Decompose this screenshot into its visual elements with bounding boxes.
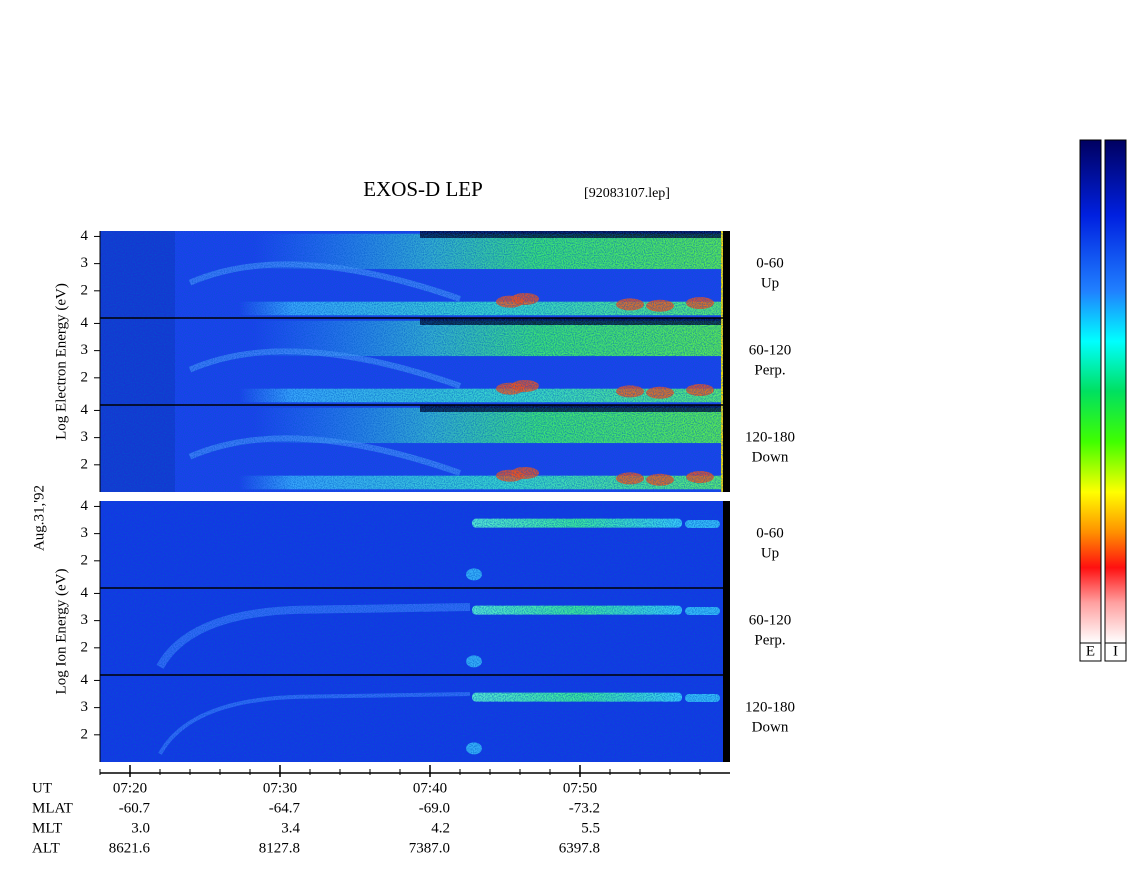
color-bar-label: I	[1113, 643, 1118, 659]
x-tick-label: 07:40	[413, 780, 447, 796]
y-tick-label: 3	[81, 255, 89, 271]
x-tick-label: 07:20	[113, 780, 147, 796]
y-axis-label: Log Electron Energy (eV)	[53, 283, 69, 440]
orbit-value: 3.0	[131, 820, 150, 836]
orbit-row-label: MLAT	[32, 800, 73, 816]
panel-range: 60-120	[749, 612, 792, 628]
y-tick-label: 4	[81, 498, 89, 514]
x-tick-label: 07:50	[563, 780, 597, 796]
y-tick-label: 3	[81, 699, 89, 715]
noise	[100, 675, 730, 762]
color-bar-label-box	[1104, 642, 1127, 662]
orbit-value: 6397.8	[559, 840, 600, 856]
orbit-value: 4.2	[431, 820, 450, 836]
orbit-value: 5.5	[581, 820, 600, 836]
y-tick-label: 2	[81, 282, 89, 298]
y-tick-label: 3	[81, 612, 89, 628]
y-tick-label: 2	[81, 639, 89, 655]
spectrogram-panel	[100, 501, 730, 588]
orbit-row-label: UT	[32, 780, 52, 796]
y-tick-label: 3	[81, 429, 89, 445]
orbit-value: 7387.0	[409, 840, 450, 856]
panel-range: 0-60	[756, 255, 784, 271]
noise	[100, 231, 730, 318]
y-tick-label: 4	[81, 585, 89, 601]
spectrogram-panel	[100, 317, 730, 405]
panel-direction: Up	[761, 545, 779, 561]
color-bar-label: E	[1086, 643, 1095, 659]
noise	[100, 501, 730, 588]
noise	[100, 588, 730, 675]
noise	[100, 318, 730, 405]
y-tick-label: 3	[81, 525, 89, 541]
x-tick-label: 07:30	[263, 780, 297, 796]
y-tick-label: 4	[81, 228, 89, 244]
y-tick-label: 4	[81, 672, 89, 688]
orbit-row-label: ALT	[32, 840, 60, 856]
panel-range: 60-120	[749, 342, 792, 358]
spectrogram-panel	[100, 587, 730, 675]
noise	[100, 405, 730, 492]
orbit-value: -73.2	[569, 800, 600, 816]
file-name: [92083107.lep]	[584, 186, 670, 201]
orbit-value: -69.0	[419, 800, 450, 816]
y-tick-label: 2	[81, 726, 89, 742]
panel-direction: Up	[761, 275, 779, 291]
right-edge	[723, 501, 730, 588]
y-tick-label: 4	[81, 315, 89, 331]
spectrogram-panel	[100, 674, 730, 762]
right-edge	[723, 405, 730, 492]
panel-direction: Down	[752, 719, 789, 735]
date-label: Aug.31,'92	[31, 485, 47, 551]
y-tick-label: 2	[81, 552, 89, 568]
panel-range: 120-180	[745, 429, 795, 445]
orbit-value: 8621.6	[109, 840, 151, 856]
chart-title: EXOS-D LEP	[363, 177, 483, 201]
right-edge	[723, 231, 730, 318]
spectrogram-panel	[100, 404, 730, 492]
right-edge	[723, 588, 730, 675]
y-tick-label: 3	[81, 342, 89, 358]
orbit-value: -64.7	[269, 800, 301, 816]
y-tick-label: 2	[81, 456, 89, 472]
right-edge	[723, 318, 730, 405]
orbit-row-label: MLT	[32, 820, 62, 836]
right-edge	[723, 675, 730, 762]
orbit-value: 8127.8	[259, 840, 300, 856]
y-tick-label: 4	[81, 402, 89, 418]
orbit-value: 3.4	[281, 820, 300, 836]
panel-direction: Down	[752, 449, 789, 465]
spectrogram-panel	[100, 231, 730, 318]
color-bar	[1104, 139, 1127, 644]
panel-direction: Perp.	[754, 362, 785, 378]
y-tick-label: 2	[81, 369, 89, 385]
y-axis-label: Log Ion Energy (eV)	[53, 569, 69, 695]
orbit-value: -60.7	[119, 800, 151, 816]
panel-direction: Perp.	[754, 632, 785, 648]
color-bar	[1079, 139, 1102, 644]
panel-range: 0-60	[756, 525, 784, 541]
panel-range: 120-180	[745, 699, 795, 715]
color-bar-label-box	[1079, 642, 1102, 662]
